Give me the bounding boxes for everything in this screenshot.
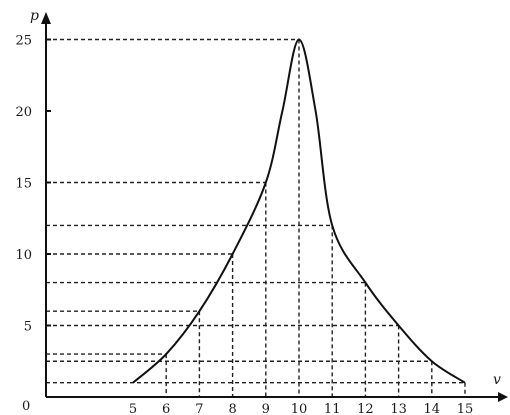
x-tick-label: 7	[195, 402, 203, 415]
x-tick-label: 13	[390, 402, 407, 415]
origin-label: 0	[22, 399, 30, 414]
x-tick-label: 15	[457, 402, 474, 415]
x-tick-label: 6	[162, 402, 170, 415]
y-axis-arrow	[41, 12, 51, 24]
x-tick-label: 10	[291, 402, 308, 415]
x-axis-arrow	[498, 392, 508, 402]
x-tick-label: 14	[424, 402, 441, 415]
data-curve	[132, 38, 466, 384]
tick-labels: 5 6 7 8 9 10 11 12 13 14 15 5 10 15 20 25	[15, 34, 473, 415]
y-axis-label: p	[30, 8, 39, 24]
y-tick-label: 25	[15, 34, 32, 49]
x-tick-label: 8	[228, 402, 236, 415]
y-tick-label: 5	[24, 320, 32, 335]
x-tick-label: 12	[357, 402, 374, 415]
y-tick-label: 10	[15, 248, 32, 263]
axes: v p 0	[22, 8, 508, 414]
guide-lines	[46, 38, 466, 397]
x-tick-label: 9	[262, 402, 270, 415]
y-tick-label: 20	[15, 105, 32, 120]
x-axis-label: v	[493, 372, 501, 388]
x-tick-label: 11	[324, 402, 341, 415]
y-tick-label: 15	[15, 177, 32, 192]
x-tick-label: 5	[129, 402, 137, 415]
